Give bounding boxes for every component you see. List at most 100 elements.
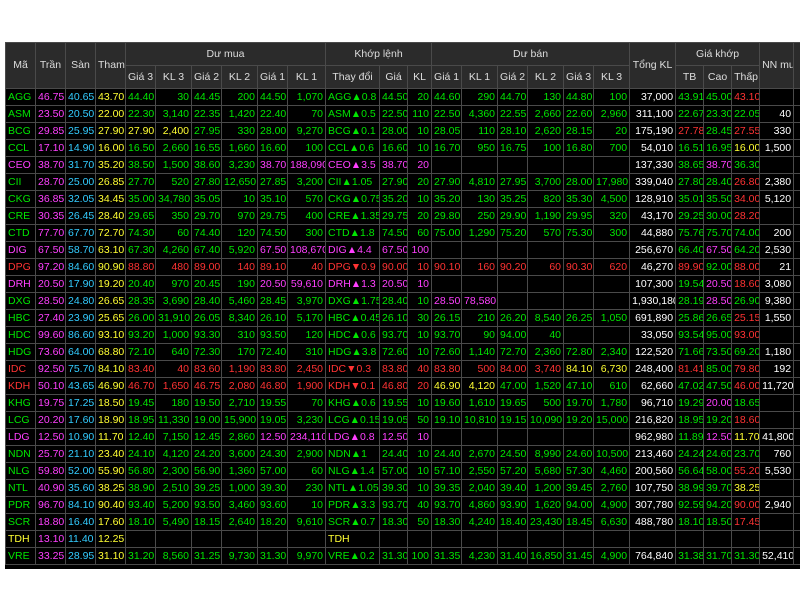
cell: 3,230: [286, 411, 327, 429]
cell: 160: [461, 258, 499, 276]
cell: [793, 156, 800, 174]
cell: 67.30: [125, 241, 156, 259]
header-row: Giá 3 KL 3 Giá 2 KL 2 Giá 1 KL 1 Thay đổi Giá KL…: [6, 65, 800, 89]
cell: 25.65: [95, 309, 126, 327]
cell: DIG▲4.4: [325, 241, 381, 259]
cell: 5,120: [759, 190, 795, 208]
cell: 20.45: [191, 275, 222, 293]
cell: 3,230: [221, 156, 258, 174]
cell: 29.25: [675, 207, 705, 225]
stock-row: DPG 97.20 84.60 90.90 88.80 480 89.00 140 89.10 4…: [5, 258, 800, 276]
cell: 700: [593, 139, 631, 157]
cell: 31.38: [675, 547, 705, 565]
cell: 27.85: [257, 173, 288, 191]
cell: BCG: [5, 122, 36, 140]
cell: 962,980: [629, 428, 677, 446]
cell: 10: [407, 343, 433, 361]
cell: TDH: [325, 530, 381, 548]
cell: [793, 343, 800, 361]
cell: 28.40: [379, 292, 409, 310]
cell: 41,800: [759, 428, 795, 446]
cell: 31.30: [257, 547, 288, 565]
cell: 31.35: [431, 547, 463, 565]
cell: 1,900: [286, 377, 327, 395]
cell: 27.80: [191, 173, 222, 191]
cell: PDR: [5, 496, 36, 514]
cell: 2,670: [461, 445, 499, 463]
cell: 122,520: [629, 343, 677, 361]
cell: 2,620: [527, 122, 565, 140]
cell: 35.10: [257, 190, 288, 208]
cell: 216,820: [629, 411, 677, 429]
cell: 9,970: [286, 547, 327, 565]
cell: 29.70: [191, 207, 222, 225]
cell: 31.25: [191, 547, 222, 565]
cell: 32.05: [65, 190, 96, 208]
cell: [563, 292, 595, 310]
cell: 27.90: [431, 173, 463, 191]
cell: 20: [407, 377, 433, 395]
cell: 24.20: [191, 445, 222, 463]
cell: 28.40: [191, 292, 222, 310]
cell: 24.80: [65, 292, 96, 310]
cell: KDH▼0.1: [325, 377, 381, 395]
cell: 90.00: [731, 496, 761, 514]
stock-row: DXG 28.50 24.80 26.65 28.35 3,690 28.40 5,460 28…: [5, 292, 800, 310]
cell: [793, 224, 800, 242]
cell: IDC: [5, 360, 36, 378]
cell: 2,660: [527, 105, 565, 123]
cell: 12.50: [379, 428, 409, 446]
cell: [793, 496, 800, 514]
cell: [793, 326, 800, 344]
cell: 11,720: [759, 377, 795, 395]
cell: HDC▲0.6: [325, 326, 381, 344]
cell: 25.86: [675, 309, 705, 327]
stock-row: CII 28.70 25.00 26.85 27.70 520 27.80 12,650 27.…: [5, 173, 800, 191]
cell: NLG: [5, 462, 36, 480]
cell: 25.70: [35, 445, 66, 463]
cell: 90.90: [95, 258, 126, 276]
cell: [759, 479, 795, 497]
cell: 10: [407, 190, 433, 208]
cell: [461, 156, 499, 174]
cell: 120: [286, 326, 327, 344]
cell: 6,730: [593, 360, 631, 378]
cell: 47.50: [703, 377, 733, 395]
cell: 28.00: [257, 122, 288, 140]
cell: LCG: [5, 411, 36, 429]
cell: 75.70: [65, 360, 96, 378]
cell: CTD: [5, 224, 36, 242]
cell: [593, 530, 631, 548]
cell: 28.95: [65, 547, 96, 565]
cell: 9,270: [286, 122, 327, 140]
cell: 50: [407, 411, 433, 429]
cell: 1,180: [759, 343, 795, 361]
cell: 75.00: [431, 224, 463, 242]
cell: [563, 156, 595, 174]
cell: 38.60: [191, 156, 222, 174]
cell: 44.40: [125, 88, 156, 106]
cell: 12.50: [703, 428, 733, 446]
sub-header: Giá 1: [431, 65, 463, 89]
cell: 22.60: [563, 105, 595, 123]
sub-header: Cao: [703, 65, 733, 89]
cell: 90.40: [95, 496, 126, 514]
cell: 140: [221, 258, 258, 276]
sub-header: KL 1: [286, 65, 327, 89]
cell: 19.20: [563, 411, 595, 429]
cell: [527, 241, 565, 259]
cell: 59,610: [286, 275, 327, 293]
cell: [527, 428, 565, 446]
cell: 46.90: [431, 377, 463, 395]
cell: KHG: [5, 394, 36, 412]
cell: 20: [407, 173, 433, 191]
cell: 4,360: [461, 105, 499, 123]
cell: 320: [593, 207, 631, 225]
cell: 1,140: [461, 343, 499, 361]
cell: 19.55: [257, 394, 288, 412]
cell: 310: [286, 343, 327, 361]
cell: 72.30: [191, 343, 222, 361]
cell: 311,100: [629, 105, 677, 123]
cell: TDH: [5, 530, 36, 548]
stock-row: ASM 23.50 20.50 22.00 22.30 3,140 22.35 1,420 22…: [5, 105, 800, 123]
